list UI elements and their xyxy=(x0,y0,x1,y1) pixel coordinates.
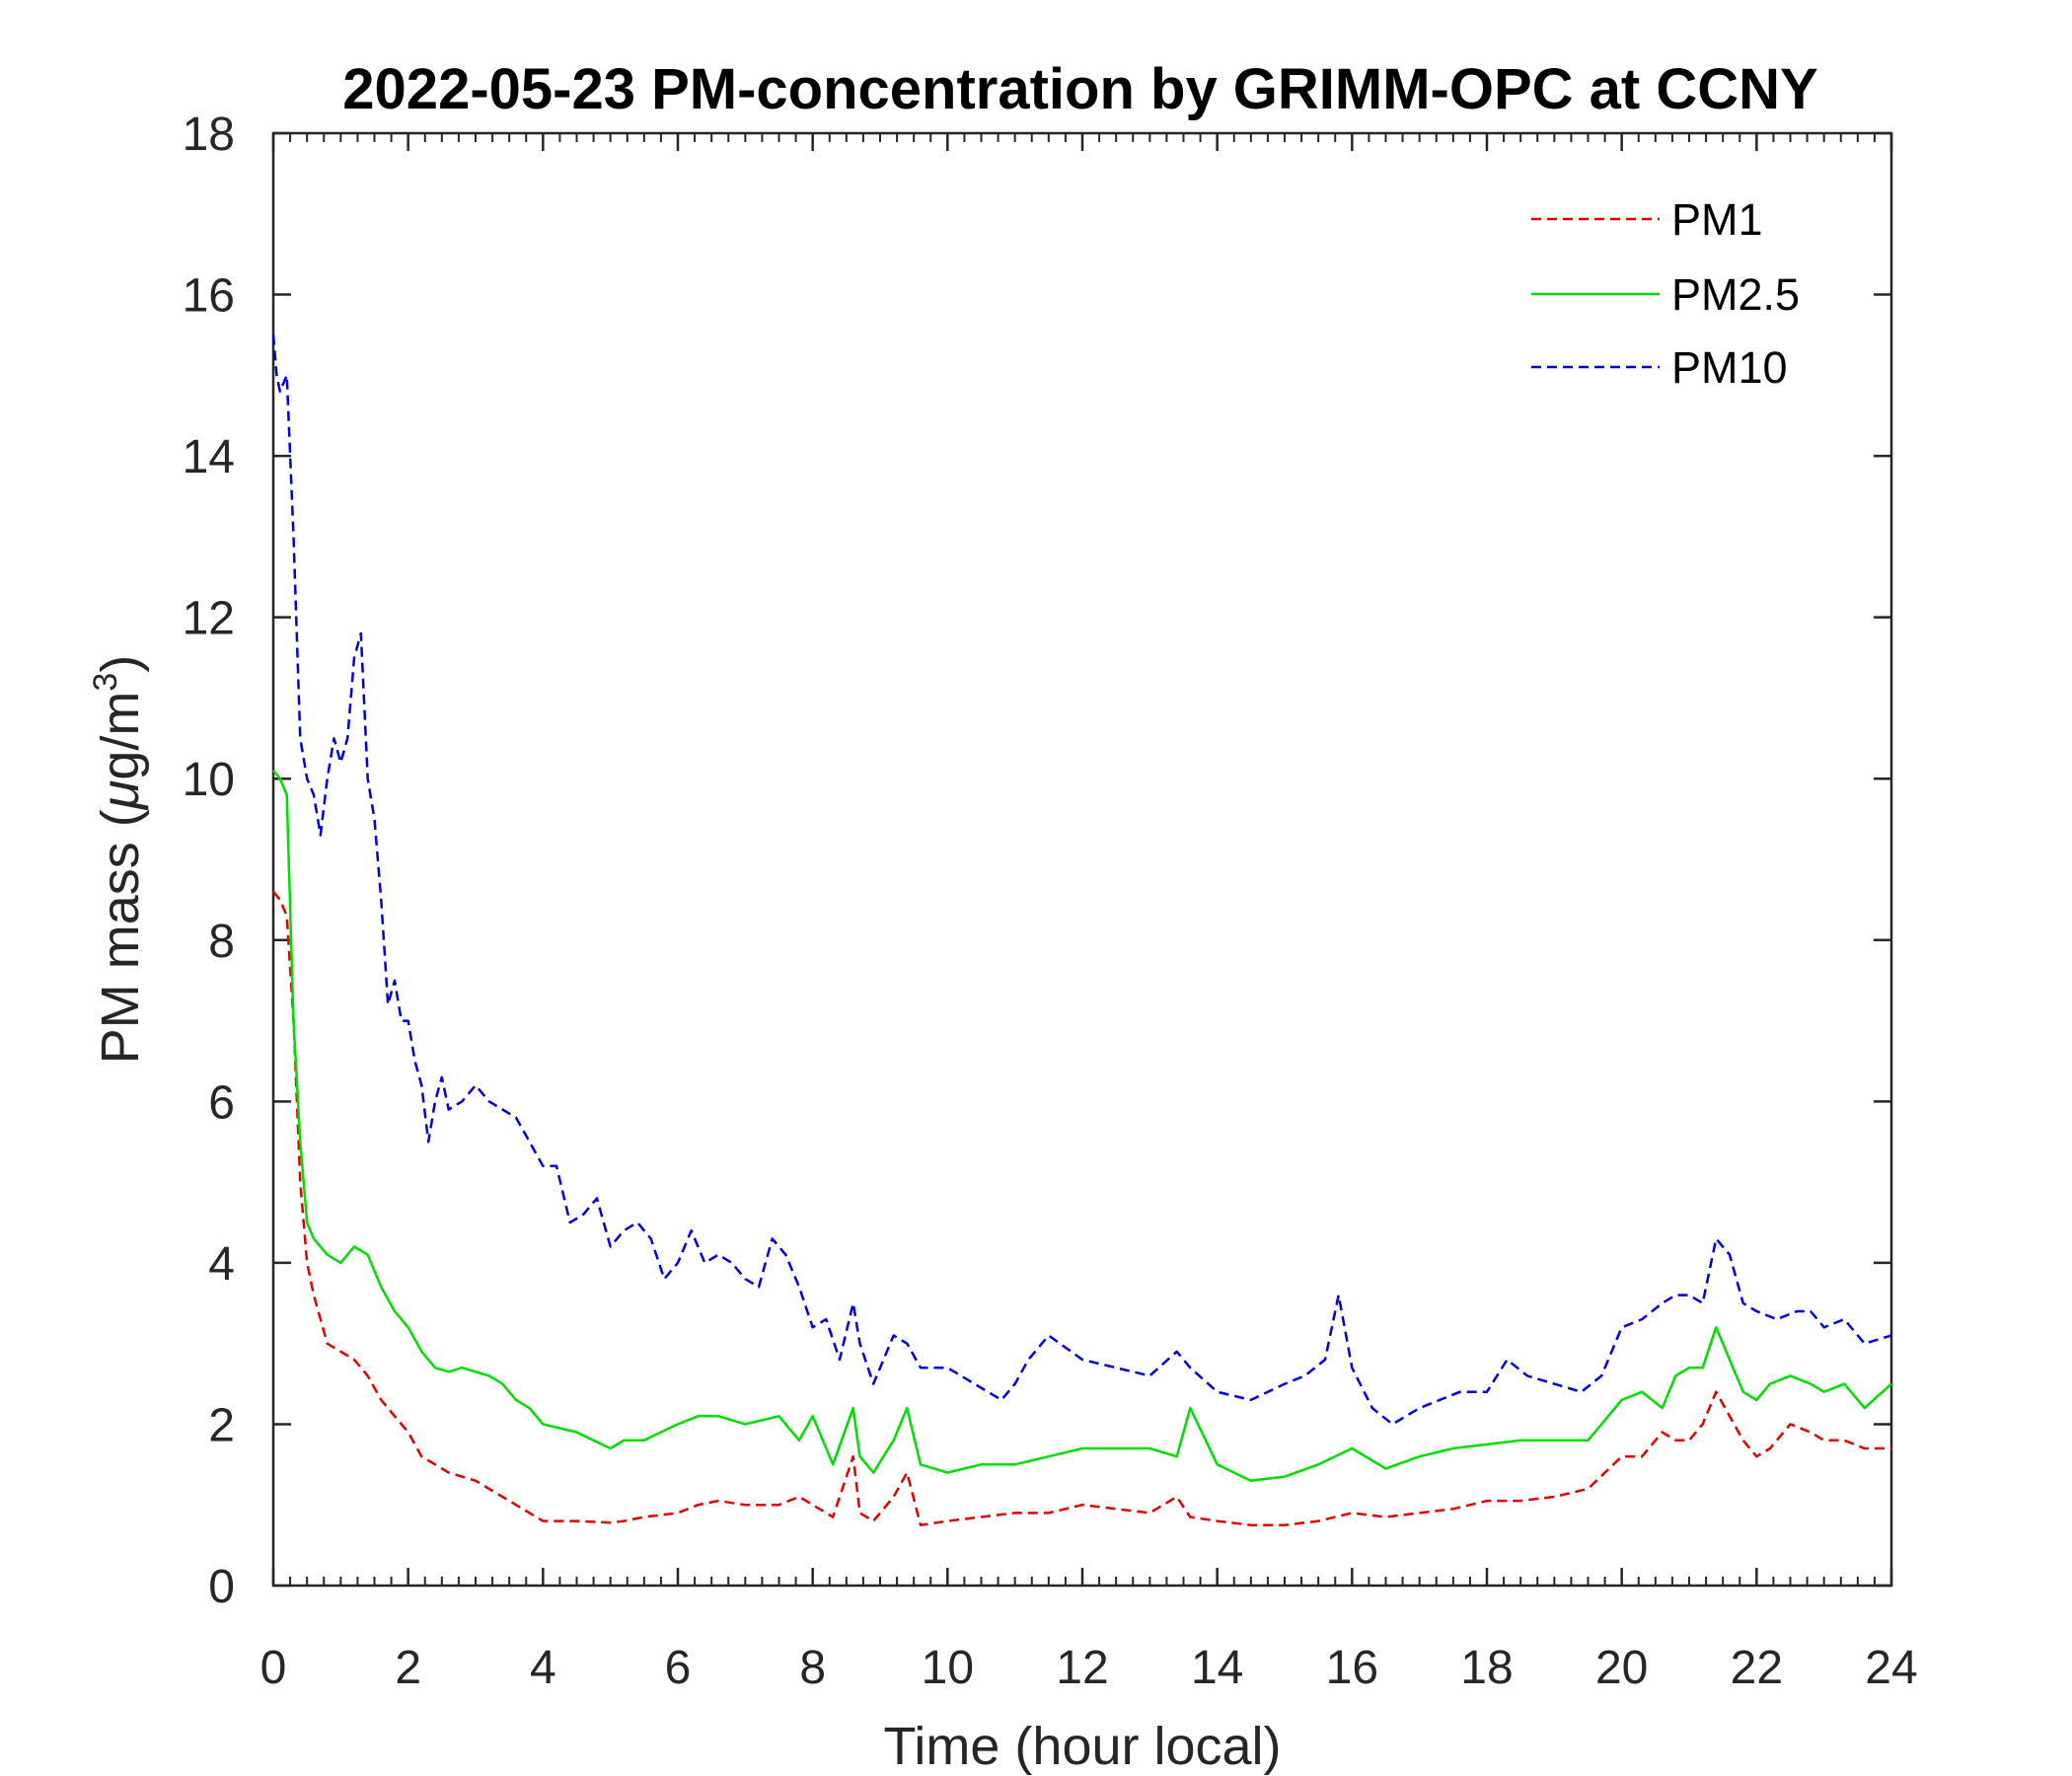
x-tick-label: 0 xyxy=(260,1642,287,1694)
x-tick-label: 24 xyxy=(1865,1642,1917,1694)
y-tick-label: 18 xyxy=(183,109,235,161)
x-tick-label: 14 xyxy=(1191,1642,1243,1694)
x-tick-label: 8 xyxy=(799,1642,826,1694)
y-tick-label: 14 xyxy=(183,431,235,483)
x-tick-label: 16 xyxy=(1326,1642,1378,1694)
series-line-pm2-5 xyxy=(272,770,1892,1482)
major-ticks xyxy=(271,131,1893,1588)
y-tick-label: 6 xyxy=(208,1076,235,1129)
series-lines xyxy=(271,334,1892,1526)
x-tick-label: 12 xyxy=(1056,1642,1108,1694)
y-tick-label: 4 xyxy=(208,1238,235,1291)
y-axis-label: PM mass (μg/m3) xyxy=(87,655,150,1065)
series-line-pm10 xyxy=(271,334,1892,1426)
legend-label-pm10: PM10 xyxy=(1671,342,1788,393)
x-axis-label: Time (hour local) xyxy=(883,1717,1281,1776)
legend-label-pm1: PM1 xyxy=(1671,194,1763,245)
y-axis-label-prefix: PM mass ( xyxy=(91,809,150,1064)
y-tick-label: 10 xyxy=(183,754,235,806)
y-tick-label: 8 xyxy=(208,916,235,968)
x-tick-label: 6 xyxy=(665,1642,692,1694)
legend-label-pm2-5: PM2.5 xyxy=(1671,269,1800,320)
x-tick-label: 10 xyxy=(922,1642,974,1694)
y-axis-label-suffix: ) xyxy=(91,655,150,673)
y-tick-labels: 0 2 4 6 8 10 12 14 16 18 xyxy=(183,109,235,1613)
series-line-pm1 xyxy=(272,890,1891,1526)
x-tick-labels: 0 2 4 6 8 10 12 14 16 18 20 22 24 xyxy=(260,1642,1918,1694)
chart-title: 2022-05-23 PM-concentration by GRIMM-OPC… xyxy=(342,57,1817,121)
x-tick-label: 22 xyxy=(1731,1642,1783,1694)
x-tick-label: 2 xyxy=(395,1642,421,1694)
y-tick-label: 16 xyxy=(183,270,235,323)
x-tick-label: 20 xyxy=(1595,1642,1648,1694)
x-tick-label: 18 xyxy=(1460,1642,1513,1694)
minor-ticks xyxy=(289,133,1876,1586)
y-axis-label-superscript: 3 xyxy=(87,673,124,692)
y-axis-label-mu: μ xyxy=(91,780,150,812)
y-axis-label-unit: g/m xyxy=(91,692,150,780)
x-tick-label: 4 xyxy=(530,1642,556,1694)
y-tick-label: 0 xyxy=(208,1561,235,1613)
legend: PM1 PM2.5 PM10 xyxy=(1531,194,1800,393)
y-tick-label: 12 xyxy=(183,593,235,645)
y-tick-label: 2 xyxy=(208,1399,235,1451)
